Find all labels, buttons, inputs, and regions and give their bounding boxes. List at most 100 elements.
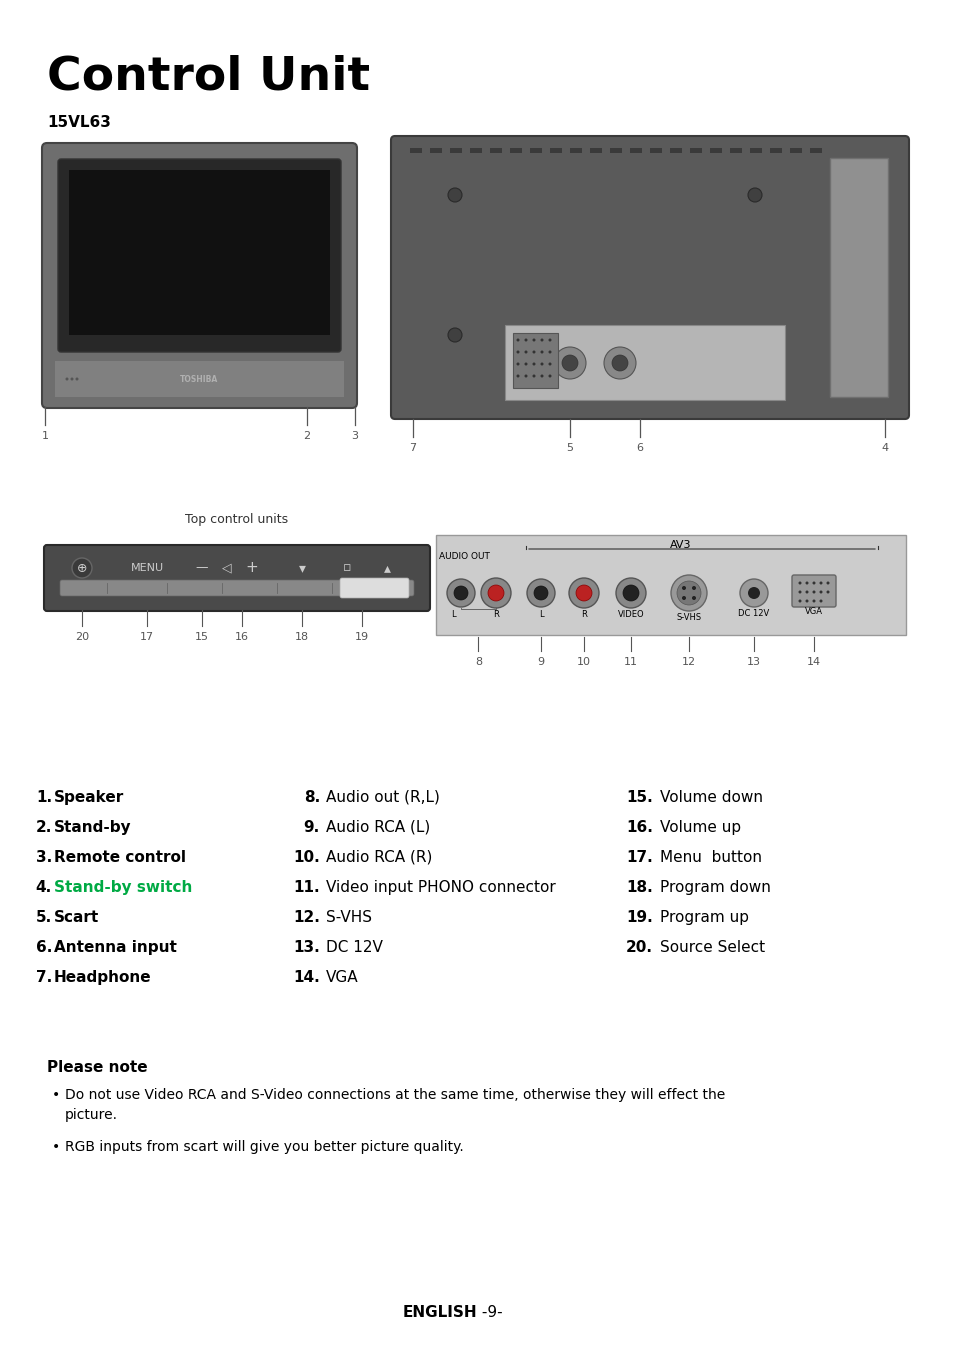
Text: Headphone: Headphone	[54, 971, 152, 986]
Text: ▾: ▾	[298, 562, 305, 575]
FancyBboxPatch shape	[339, 578, 409, 598]
Circle shape	[548, 351, 551, 354]
Circle shape	[798, 590, 801, 594]
Text: 7.: 7.	[35, 971, 52, 986]
Text: TOSHIBA: TOSHIBA	[180, 374, 218, 383]
Circle shape	[524, 374, 527, 378]
Text: 1: 1	[42, 431, 49, 441]
Text: 16: 16	[234, 632, 249, 643]
Text: 8: 8	[475, 657, 481, 667]
Circle shape	[540, 363, 543, 366]
Bar	[749, 148, 761, 153]
Circle shape	[568, 578, 598, 608]
Text: Program down: Program down	[659, 880, 770, 895]
Circle shape	[691, 595, 696, 599]
Text: ◁: ◁	[222, 562, 232, 575]
Bar	[689, 148, 701, 153]
Circle shape	[448, 188, 461, 202]
Circle shape	[798, 582, 801, 585]
Circle shape	[532, 374, 535, 378]
Text: Menu  button: Menu button	[659, 850, 761, 865]
Bar	[55, 360, 344, 397]
Circle shape	[576, 585, 592, 601]
FancyBboxPatch shape	[44, 545, 430, 612]
Circle shape	[798, 599, 801, 602]
Text: 5: 5	[566, 443, 573, 454]
Text: 8.: 8.	[303, 790, 319, 805]
Circle shape	[524, 339, 527, 342]
Circle shape	[540, 351, 543, 354]
Bar	[450, 148, 461, 153]
Circle shape	[622, 585, 639, 601]
Circle shape	[804, 599, 807, 602]
Text: 20: 20	[75, 632, 89, 643]
Circle shape	[561, 355, 578, 371]
Circle shape	[747, 188, 761, 202]
Bar	[649, 148, 661, 153]
Text: Stand-by: Stand-by	[54, 819, 132, 836]
Text: 12.: 12.	[293, 910, 319, 925]
Bar	[530, 148, 541, 153]
Text: 12: 12	[681, 657, 696, 667]
Bar	[510, 148, 521, 153]
Text: 15: 15	[194, 632, 209, 643]
Text: Remote control: Remote control	[54, 850, 186, 865]
Circle shape	[554, 347, 585, 379]
Text: 4.: 4.	[35, 880, 52, 895]
Circle shape	[804, 590, 807, 594]
Text: ENGLISH: ENGLISH	[402, 1305, 476, 1320]
Bar	[410, 148, 421, 153]
Text: 14: 14	[806, 657, 821, 667]
Text: Program up: Program up	[659, 910, 748, 925]
Bar	[829, 158, 887, 397]
Text: +: +	[245, 560, 258, 575]
Text: Stand-by switch: Stand-by switch	[54, 880, 193, 895]
Circle shape	[71, 558, 91, 578]
Text: AV3: AV3	[669, 540, 690, 549]
Text: 17: 17	[140, 632, 153, 643]
Circle shape	[548, 363, 551, 366]
Bar	[629, 148, 641, 153]
Bar	[609, 148, 621, 153]
Text: Audio RCA (R): Audio RCA (R)	[326, 850, 432, 865]
FancyBboxPatch shape	[391, 136, 908, 418]
Text: L: L	[538, 610, 543, 620]
Text: 18.: 18.	[625, 880, 652, 895]
Text: S-VHS: S-VHS	[676, 613, 700, 622]
Bar	[430, 148, 441, 153]
Circle shape	[532, 363, 535, 366]
Circle shape	[812, 582, 815, 585]
Bar	[504, 325, 784, 400]
Text: S-VHS: S-VHS	[326, 910, 372, 925]
Text: •: •	[52, 1139, 60, 1154]
Circle shape	[526, 579, 555, 608]
Text: Volume down: Volume down	[659, 790, 762, 805]
Circle shape	[812, 599, 815, 602]
Circle shape	[540, 374, 543, 378]
Text: Scart: Scart	[54, 910, 99, 925]
Circle shape	[819, 599, 821, 602]
Circle shape	[66, 378, 69, 381]
Text: RGB inputs from scart will give you better picture quality.: RGB inputs from scart will give you bett…	[65, 1139, 463, 1154]
Text: 2.: 2.	[35, 819, 52, 836]
Text: 15VL63: 15VL63	[47, 115, 111, 130]
Text: picture.: picture.	[65, 1108, 118, 1122]
Text: VGA: VGA	[804, 608, 822, 616]
Bar	[550, 148, 561, 153]
Circle shape	[532, 351, 535, 354]
Text: —: —	[195, 562, 208, 575]
Text: Audio out (R,L): Audio out (R,L)	[326, 790, 439, 805]
Text: Do not use Video RCA and S-Video connections at the same time, otherwise they wi: Do not use Video RCA and S-Video connect…	[65, 1088, 724, 1102]
Text: 3: 3	[351, 431, 358, 441]
Text: 10.: 10.	[293, 850, 319, 865]
Circle shape	[524, 351, 527, 354]
Text: •: •	[52, 1088, 60, 1102]
Text: L: L	[450, 610, 455, 620]
Circle shape	[677, 580, 700, 605]
Circle shape	[691, 586, 696, 590]
Bar	[769, 148, 781, 153]
Circle shape	[447, 579, 475, 608]
Text: AUDIO OUT: AUDIO OUT	[438, 552, 489, 562]
Circle shape	[804, 582, 807, 585]
Text: 11: 11	[623, 657, 638, 667]
